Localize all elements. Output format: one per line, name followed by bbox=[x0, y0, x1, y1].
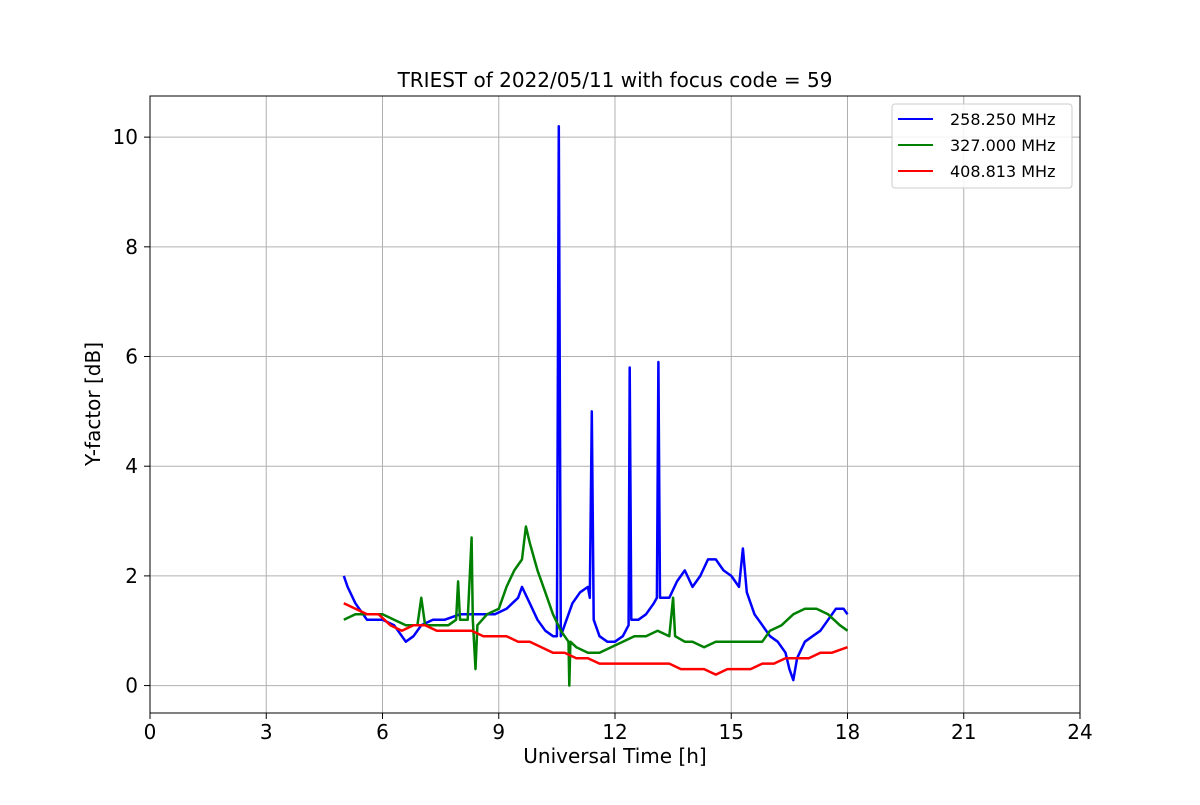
chart-title: TRIEST of 2022/05/11 with focus code = 5… bbox=[397, 68, 833, 92]
y-tick-label: 4 bbox=[125, 454, 138, 478]
x-tick-label: 18 bbox=[835, 720, 860, 744]
x-tick-label: 3 bbox=[260, 720, 273, 744]
x-tick-label: 9 bbox=[492, 720, 505, 744]
legend: 258.250 MHz 327.000 MHz 408.813 MHz bbox=[891, 103, 1073, 189]
y-tick-label: 8 bbox=[125, 235, 138, 259]
x-tick-label: 21 bbox=[951, 720, 976, 744]
x-tick-label: 12 bbox=[602, 720, 627, 744]
legend-box bbox=[891, 103, 1073, 189]
x-tick-label: 0 bbox=[144, 720, 157, 744]
legend-label-258: 258.250 MHz bbox=[950, 110, 1055, 129]
plot-series bbox=[342, 124, 849, 687]
x-tick-label: 6 bbox=[376, 720, 389, 744]
y-tick-label: 6 bbox=[125, 345, 138, 369]
grid bbox=[150, 96, 1080, 713]
series-408-line bbox=[343, 602, 848, 676]
y-tick-label: 2 bbox=[125, 564, 138, 588]
legend-label-327: 327.000 MHz bbox=[950, 136, 1055, 155]
x-tick-label: 15 bbox=[719, 720, 744, 744]
series-327-line bbox=[343, 525, 849, 687]
x-axis-label: Universal Time [h] bbox=[523, 744, 706, 768]
y-tick-label: 0 bbox=[125, 674, 138, 698]
legend-label-408: 408.813 MHz bbox=[950, 162, 1055, 181]
y-tick-label: 10 bbox=[113, 125, 138, 149]
x-tick-label: 24 bbox=[1067, 720, 1092, 744]
y-axis-label: Y-factor [dB] bbox=[81, 342, 105, 467]
series-258-line bbox=[342, 124, 849, 682]
